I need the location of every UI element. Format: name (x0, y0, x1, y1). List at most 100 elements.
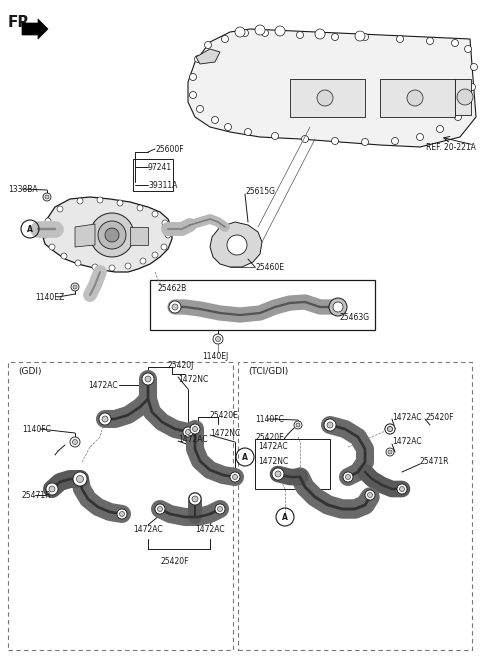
Circle shape (43, 193, 51, 201)
Bar (255, 439, 330, 489)
Circle shape (436, 125, 444, 133)
Circle shape (57, 206, 63, 212)
Text: 1140FC: 1140FC (22, 424, 51, 434)
Circle shape (190, 424, 200, 434)
Circle shape (183, 427, 193, 437)
Circle shape (185, 430, 191, 434)
Circle shape (157, 507, 163, 512)
Circle shape (97, 197, 103, 203)
Circle shape (152, 252, 158, 258)
Text: 25600F: 25600F (155, 145, 184, 154)
Circle shape (329, 298, 347, 316)
Polygon shape (130, 227, 148, 245)
Circle shape (45, 195, 49, 199)
Polygon shape (210, 222, 262, 267)
Circle shape (301, 135, 309, 143)
Text: 1472AC: 1472AC (392, 438, 421, 447)
Circle shape (162, 220, 168, 226)
Circle shape (137, 205, 143, 211)
Circle shape (297, 32, 303, 39)
Circle shape (361, 34, 369, 41)
Text: 1472NC: 1472NC (258, 457, 288, 466)
Text: 1472AC: 1472AC (88, 380, 118, 390)
Circle shape (204, 41, 212, 49)
Circle shape (315, 29, 325, 39)
Circle shape (294, 421, 302, 429)
Text: A: A (27, 225, 33, 233)
Circle shape (427, 37, 433, 45)
Circle shape (71, 283, 79, 291)
Text: (GDI): (GDI) (18, 367, 41, 376)
Circle shape (194, 55, 202, 62)
Circle shape (117, 509, 127, 519)
Circle shape (192, 426, 197, 432)
Circle shape (332, 137, 338, 145)
Bar (290, 79, 365, 117)
Circle shape (343, 472, 353, 482)
Text: 39311A: 39311A (148, 181, 178, 189)
Text: 1338BA: 1338BA (8, 185, 37, 194)
Circle shape (70, 437, 80, 447)
Circle shape (455, 114, 461, 120)
Circle shape (46, 483, 58, 495)
Circle shape (387, 426, 393, 432)
Circle shape (152, 211, 158, 217)
Polygon shape (196, 49, 220, 64)
Text: A: A (282, 512, 288, 522)
Bar (238, 362, 472, 650)
Circle shape (397, 484, 407, 494)
Circle shape (92, 264, 98, 270)
Circle shape (227, 235, 247, 255)
Circle shape (155, 504, 165, 514)
Circle shape (61, 253, 67, 259)
Circle shape (142, 373, 154, 385)
Circle shape (213, 334, 223, 344)
Circle shape (275, 26, 285, 36)
Circle shape (385, 424, 395, 434)
Text: 25420J: 25420J (168, 361, 194, 369)
Circle shape (324, 419, 336, 431)
Circle shape (386, 448, 394, 456)
Circle shape (355, 31, 365, 41)
Circle shape (49, 244, 55, 250)
Circle shape (346, 474, 350, 480)
Text: 25471R: 25471R (22, 491, 51, 499)
Circle shape (275, 471, 281, 477)
Circle shape (244, 129, 252, 135)
Circle shape (161, 244, 167, 250)
Text: 25420F: 25420F (425, 413, 454, 422)
Circle shape (262, 30, 268, 37)
Circle shape (109, 265, 115, 271)
Circle shape (216, 336, 220, 342)
Text: 97241: 97241 (148, 162, 172, 171)
Text: 1472NC: 1472NC (178, 375, 208, 384)
Circle shape (196, 106, 204, 112)
Circle shape (235, 27, 245, 37)
Text: A: A (242, 453, 248, 461)
Circle shape (42, 232, 48, 238)
Polygon shape (42, 197, 172, 272)
Circle shape (457, 89, 473, 105)
Circle shape (317, 90, 333, 106)
Text: (TCI/GDI): (TCI/GDI) (248, 367, 288, 376)
Text: 1472AC: 1472AC (195, 525, 225, 534)
Circle shape (169, 301, 181, 313)
Circle shape (45, 218, 51, 224)
Text: 1472AC: 1472AC (258, 442, 288, 451)
Circle shape (102, 416, 108, 422)
Bar (150, 280, 375, 330)
Circle shape (72, 440, 77, 445)
Circle shape (361, 139, 369, 145)
Circle shape (470, 64, 478, 70)
Circle shape (255, 25, 265, 35)
Circle shape (73, 285, 77, 289)
Circle shape (77, 198, 83, 204)
Circle shape (98, 221, 126, 249)
Text: 1472AC: 1472AC (133, 525, 163, 534)
Circle shape (230, 472, 240, 482)
Circle shape (333, 302, 343, 312)
Circle shape (99, 413, 111, 425)
Text: 1472NC: 1472NC (210, 428, 240, 438)
Circle shape (190, 91, 196, 99)
Text: 1140EJ: 1140EJ (202, 352, 228, 361)
